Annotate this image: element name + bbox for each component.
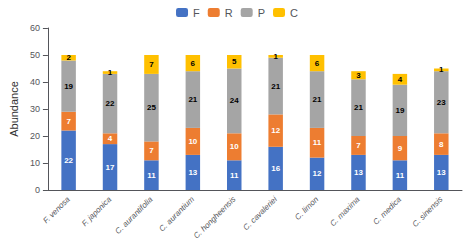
svg-text:C. medica: C. medica — [371, 194, 403, 226]
svg-text:5: 5 — [232, 57, 237, 66]
svg-text:25: 25 — [147, 103, 156, 112]
svg-text:11: 11 — [396, 171, 405, 180]
svg-text:19: 19 — [64, 82, 73, 91]
svg-text:11: 11 — [230, 171, 239, 180]
svg-text:19: 19 — [395, 106, 404, 115]
svg-text:17: 17 — [106, 163, 115, 172]
svg-text:6: 6 — [315, 59, 320, 68]
svg-text:13: 13 — [354, 168, 363, 177]
svg-text:13: 13 — [188, 168, 197, 177]
svg-text:50: 50 — [30, 50, 40, 60]
svg-text:C. limon: C. limon — [293, 194, 320, 221]
svg-text:10: 10 — [230, 142, 239, 151]
svg-text:21: 21 — [354, 103, 363, 112]
svg-text:23: 23 — [437, 98, 446, 107]
svg-text:22: 22 — [64, 156, 73, 165]
svg-text:7: 7 — [149, 60, 154, 69]
svg-text:F. venosa: F. venosa — [41, 194, 72, 225]
svg-text:11: 11 — [147, 171, 156, 180]
svg-text:11: 11 — [313, 138, 322, 147]
svg-text:7: 7 — [149, 146, 154, 155]
svg-text:F: F — [193, 7, 200, 19]
svg-text:21: 21 — [271, 82, 280, 91]
svg-text:20: 20 — [30, 131, 40, 141]
svg-text:F. japonica: F. japonica — [80, 194, 114, 228]
svg-text:21: 21 — [313, 95, 322, 104]
svg-text:0: 0 — [35, 185, 40, 195]
svg-text:3: 3 — [356, 71, 361, 80]
svg-text:C. aurantifolia: C. aurantifolia — [113, 194, 155, 236]
svg-text:4: 4 — [108, 134, 113, 143]
svg-text:C. cavaleriei: C. cavaleriei — [241, 195, 279, 233]
svg-text:C: C — [290, 7, 298, 19]
svg-text:7: 7 — [356, 141, 361, 150]
svg-text:1: 1 — [273, 52, 278, 61]
svg-text:P: P — [258, 7, 265, 19]
svg-text:C. hongheensis: C. hongheensis — [192, 195, 238, 241]
svg-text:2: 2 — [66, 53, 71, 62]
svg-text:C. aurantium: C. aurantium — [157, 195, 196, 234]
svg-text:60: 60 — [30, 23, 40, 33]
svg-text:40: 40 — [30, 77, 40, 87]
svg-text:1: 1 — [439, 65, 444, 74]
svg-text:12: 12 — [271, 126, 280, 135]
svg-text:30: 30 — [30, 104, 40, 114]
svg-text:1: 1 — [108, 68, 113, 77]
svg-text:Abundance: Abundance — [8, 81, 20, 137]
svg-text:10: 10 — [188, 137, 197, 146]
svg-text:12: 12 — [313, 169, 322, 178]
svg-text:C. maxima: C. maxima — [328, 194, 362, 228]
svg-text:24: 24 — [230, 96, 239, 105]
svg-text:22: 22 — [106, 99, 115, 108]
svg-text:21: 21 — [188, 95, 197, 104]
svg-text:10: 10 — [30, 158, 40, 168]
svg-text:9: 9 — [398, 144, 403, 153]
svg-text:8: 8 — [439, 140, 444, 149]
svg-text:C. sinensis: C. sinensis — [410, 195, 444, 229]
svg-text:7: 7 — [66, 117, 71, 126]
svg-text:16: 16 — [271, 164, 280, 173]
svg-text:4: 4 — [398, 75, 403, 84]
svg-text:13: 13 — [437, 168, 446, 177]
svg-text:R: R — [225, 7, 233, 19]
svg-text:6: 6 — [191, 59, 196, 68]
